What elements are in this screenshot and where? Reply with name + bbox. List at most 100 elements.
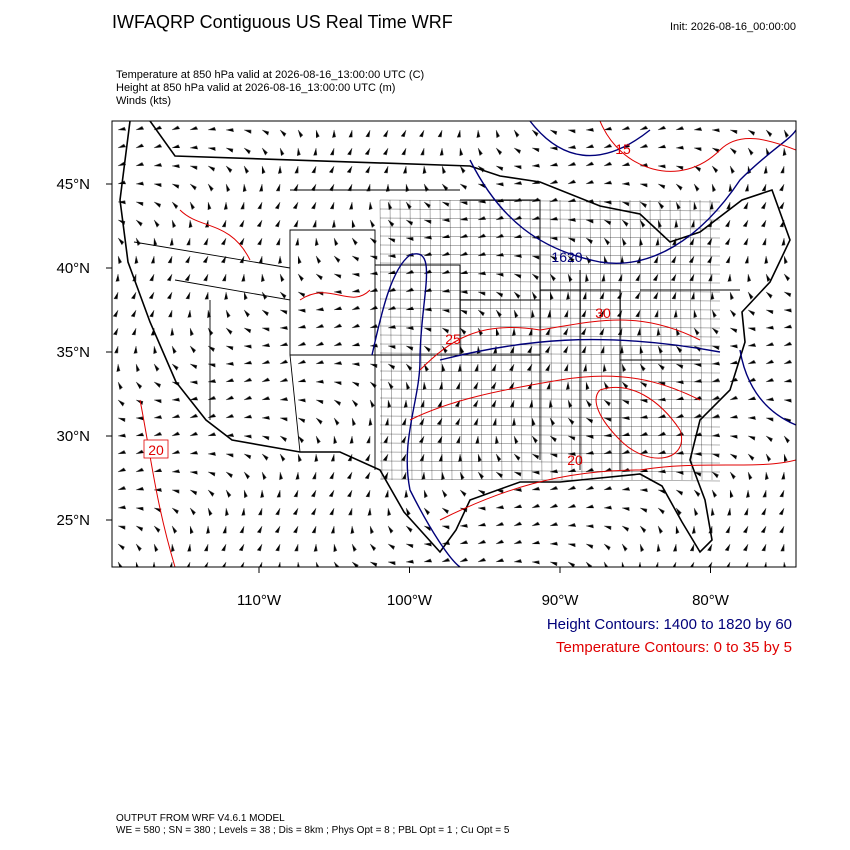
wind-barb: [711, 183, 716, 193]
wind-barb: [333, 417, 340, 426]
wind-barb: [171, 449, 181, 455]
wind-barb: [711, 309, 717, 318]
wind-barb: [567, 145, 577, 149]
wind-barb: [225, 395, 235, 401]
lon-label: 90°W: [542, 592, 580, 609]
wind-barb: [603, 525, 612, 530]
wind-barb: [261, 309, 269, 316]
wind-barb: [171, 489, 180, 494]
wind-barb: [441, 507, 449, 514]
wind-barb: [135, 561, 139, 567]
wind-barb: [423, 345, 431, 353]
wind-barb: [531, 560, 540, 565]
wind-barb: [457, 129, 461, 138]
wind-barb: [513, 487, 522, 492]
wind-barb: [707, 255, 713, 264]
wind-barb: [563, 327, 569, 336]
wind-barb: [637, 327, 641, 336]
wind-barb: [115, 273, 120, 282]
wind-barb: [495, 272, 504, 277]
county-line: [379, 388, 721, 392]
wind-barb: [473, 381, 479, 390]
county-line: [649, 199, 653, 481]
wind-barb: [135, 525, 144, 532]
wind-barb: [635, 273, 641, 282]
wind-barb: [369, 324, 379, 329]
wind-barb: [117, 505, 127, 510]
wind-barb: [423, 558, 433, 563]
wind-barb: [207, 165, 216, 172]
wind-barb: [744, 255, 749, 264]
wind-barb: [387, 381, 394, 390]
wind-barb: [634, 291, 641, 300]
wind-barb: [351, 237, 358, 246]
wind-barb: [207, 146, 216, 151]
wind-barb: [221, 237, 227, 246]
wind-barb: [490, 381, 497, 390]
wind-barb: [600, 345, 605, 354]
wind-barb: [495, 521, 505, 527]
wind-barb: [405, 507, 411, 516]
wind-barb: [351, 362, 360, 367]
wind-barb: [297, 561, 300, 567]
wind-barb: [675, 507, 682, 516]
wind-barb: [313, 543, 318, 552]
wind-barb: [315, 417, 323, 425]
wind-barb: [153, 363, 160, 372]
wind-barb: [459, 540, 469, 545]
wind-barb: [297, 398, 306, 403]
wind-barb: [333, 361, 343, 365]
wind-barb: [189, 470, 198, 475]
wind-barb: [349, 201, 354, 210]
wind-barb: [149, 309, 155, 318]
county-line: [659, 199, 663, 481]
wind-barb: [351, 561, 359, 567]
wind-barb: [747, 291, 754, 300]
wind-barb: [693, 489, 701, 497]
wind-barb: [747, 147, 754, 156]
wind-barb: [170, 327, 175, 336]
wind-barb: [671, 255, 677, 264]
county-line: [539, 199, 543, 481]
wind-barb: [707, 561, 713, 567]
wind-barb: [274, 525, 281, 534]
wind-barb: [261, 377, 271, 383]
wind-barb: [275, 543, 281, 552]
wind-barb: [206, 525, 211, 534]
wind-barb: [621, 219, 629, 227]
wind-barb: [117, 143, 127, 149]
wind-barb: [585, 237, 593, 244]
field-label: Temperature at 850 hPa valid at 2026-08-…: [116, 69, 424, 81]
county-line: [379, 379, 721, 383]
wind-barb: [474, 363, 479, 372]
wind-barb: [243, 147, 251, 155]
wind-barb: [243, 395, 253, 401]
wind-barb: [332, 129, 336, 138]
wind-barb: [729, 291, 734, 301]
wind-barb: [243, 344, 252, 349]
county-line: [449, 199, 453, 481]
wind-barb: [423, 201, 431, 209]
wind-barb: [189, 363, 198, 369]
wind-barb: [225, 309, 231, 318]
wind-barb: [621, 525, 630, 532]
wind-barb: [225, 378, 235, 383]
wind-barb: [297, 378, 307, 383]
wind-barb: [441, 525, 450, 530]
wind-barb: [171, 507, 179, 515]
wind-barb: [495, 471, 503, 478]
wind-barb: [781, 471, 786, 480]
county-line: [519, 199, 523, 481]
wind-barb: [404, 489, 409, 498]
wind-barb: [544, 345, 551, 354]
wind-barb: [477, 506, 486, 511]
wind-barb: [726, 561, 731, 567]
wind-barb: [369, 525, 374, 535]
county-line: [439, 199, 443, 481]
wind-barb: [675, 525, 680, 535]
county-line: [389, 199, 393, 481]
wind-barb: [765, 397, 775, 402]
wind-barb: [261, 147, 268, 156]
wind-barb: [387, 507, 392, 517]
wind-barb: [729, 489, 734, 499]
